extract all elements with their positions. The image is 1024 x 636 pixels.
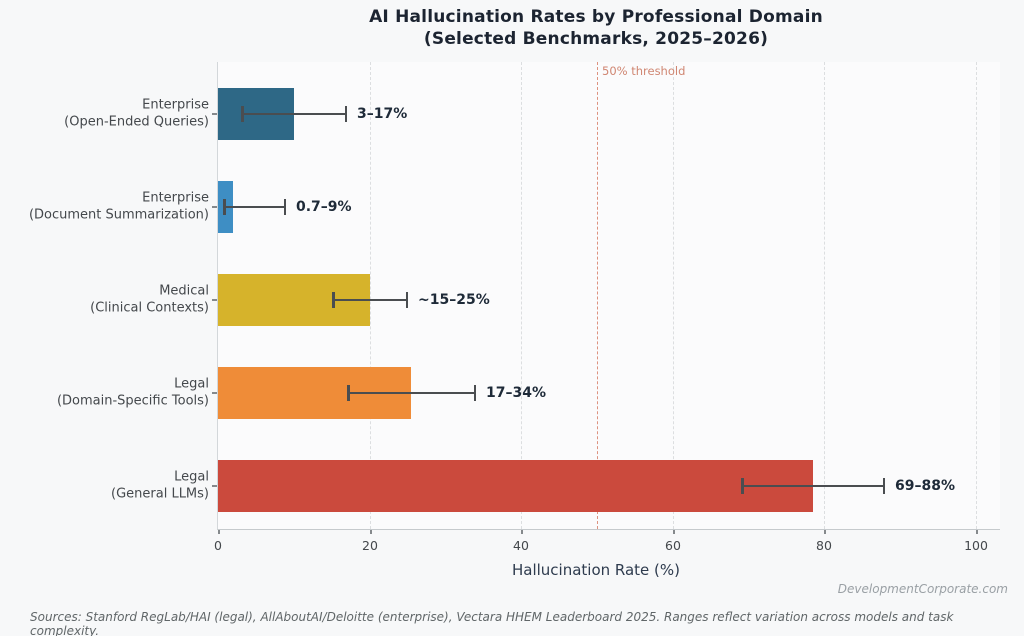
range-annotation: ~15–25% <box>418 292 490 308</box>
y-label-line2: (Document Summarization) <box>28 207 209 222</box>
error-bar-line <box>223 205 286 209</box>
x-tick-label-60: 60 <box>665 538 681 553</box>
y-label-line1: Legal <box>174 469 209 485</box>
y-label-line2: (General LLMs) <box>111 486 209 501</box>
threshold-label: 50% threshold <box>602 64 686 78</box>
error-bar-cap-right <box>283 199 286 215</box>
y-category-label: Enterprise (Open-Ended Queries) <box>0 98 209 131</box>
x-tick-label-40: 40 <box>513 538 529 553</box>
range-annotation: 0.7–9% <box>296 199 352 215</box>
x-tick-mark-0 <box>218 530 220 534</box>
x-tick-label-20: 20 <box>362 538 378 553</box>
gridline-20 <box>370 62 371 529</box>
x-tick-label-80: 80 <box>816 538 832 553</box>
range-annotation: 17–34% <box>486 385 546 401</box>
x-tick-mark-40 <box>521 530 523 534</box>
y-tick-mark <box>212 206 217 208</box>
y-category-label: Medical (Clinical Contexts) <box>0 284 209 317</box>
y-category-label: Enterprise (Document Summarization) <box>0 191 209 224</box>
y-label-line2: (Open-Ended Queries) <box>64 114 209 129</box>
y-label-line2: (Domain-Specific Tools) <box>56 393 209 408</box>
error-bar-cap-right <box>473 385 476 401</box>
y-label-line1: Enterprise <box>142 97 209 113</box>
error-bar-line <box>241 112 347 116</box>
error-bar-cap-left <box>741 478 744 494</box>
error-bar-line <box>741 484 885 488</box>
gridline-60 <box>673 62 674 529</box>
error-bar-line <box>347 391 476 395</box>
y-label-line1: Enterprise <box>142 190 209 206</box>
bar-legal-4 <box>218 460 813 512</box>
range-annotation: 3–17% <box>357 106 408 122</box>
y-category-label: Legal (General LLMs) <box>0 470 209 503</box>
error-bar-cap-right <box>344 106 347 122</box>
plot-area: 50% threshold 3–17% Enterprise (Open-Ended … <box>29 62 1000 553</box>
x-tick-mark-60 <box>673 530 675 534</box>
source-note: Sources: Stanford RegLab/HAI (legal), Al… <box>30 610 954 636</box>
y-category-label: Legal (Domain-Specific Tools) <box>0 377 209 410</box>
y-label-line1: Medical <box>159 283 209 299</box>
y-label-line1: Legal <box>174 376 209 392</box>
x-tick-label-0: 0 <box>214 538 222 553</box>
y-label-line2: (Clinical Contexts) <box>90 300 209 315</box>
range-annotation: 69–88% <box>895 478 955 494</box>
error-bar-line <box>332 298 408 302</box>
watermark: DevelopmentCorporate.com <box>837 582 1008 596</box>
y-tick-mark <box>212 392 217 394</box>
y-tick-mark <box>212 113 217 115</box>
chart-title-line2: (Selected Benchmarks, 2025–2026) <box>423 29 769 49</box>
gridline-100 <box>976 62 977 529</box>
threshold-line <box>597 62 598 529</box>
chart-title: AI Hallucination Rates by Professional D… <box>217 6 975 50</box>
chart-title-line1: AI Hallucination Rates by Professional D… <box>369 7 823 27</box>
y-tick-mark <box>212 485 217 487</box>
error-bar-cap-left <box>223 199 226 215</box>
x-axis-label: Hallucination Rate (%) <box>511 561 681 579</box>
error-bar-cap-left <box>347 385 350 401</box>
x-tick-mark-20 <box>370 530 372 534</box>
x-tick-label-100: 100 <box>964 538 988 553</box>
x-tick-mark-80 <box>824 530 826 534</box>
gridline-40 <box>521 62 522 529</box>
y-tick-mark <box>212 299 217 301</box>
gridline-80 <box>824 62 825 529</box>
error-bar-cap-left <box>332 292 335 308</box>
error-bar-cap-right <box>405 292 408 308</box>
x-tick-mark-100 <box>976 530 978 534</box>
error-bar-cap-right <box>882 478 885 494</box>
error-bar-cap-left <box>241 106 244 122</box>
